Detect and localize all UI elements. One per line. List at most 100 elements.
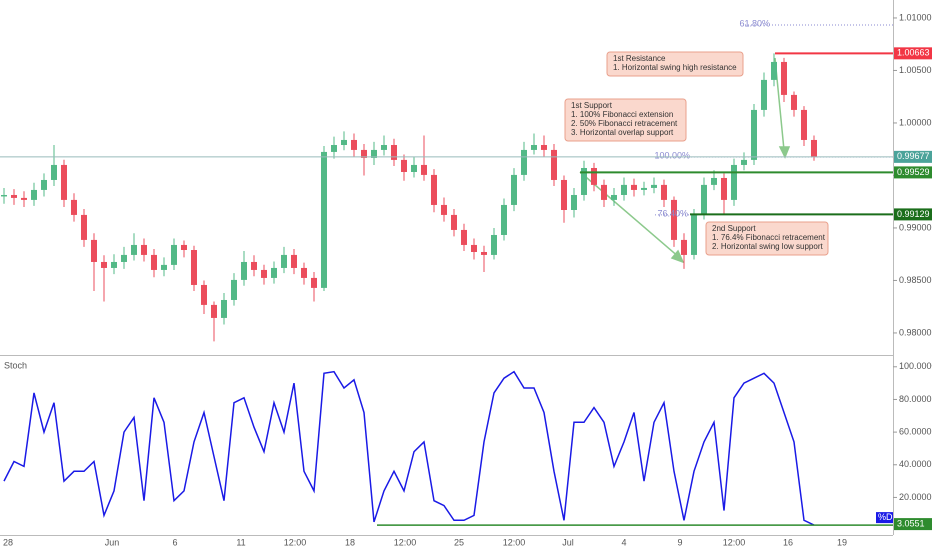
y-tick-label: 0.99000 [899,222,932,232]
candle-body [21,197,27,200]
candle-body [331,145,337,152]
y-tick-label: 40.0000 [899,459,932,469]
annotation-text: 3. Horizontal overlap support [571,128,674,137]
candle-body [461,229,467,245]
y-tick-label: 100.0000 [899,361,932,371]
candle-body [211,304,217,318]
candle-body [371,149,377,158]
candle-body [531,145,537,150]
candle-body [361,149,367,158]
candle-body [171,244,177,265]
candle-body [1,194,7,197]
arrow [579,171,681,259]
candle-body [761,79,767,110]
candle-body [471,244,477,252]
x-tick-label: 25 [454,537,464,547]
candle-body [91,239,97,262]
candle-body [501,204,507,235]
annotation-text: 1. Horizontal swing high resistance [613,63,737,72]
candle-body [791,94,797,110]
candle-body [771,61,777,80]
candle-body [111,261,117,268]
legend-box [876,512,893,524]
candle-body [321,151,327,288]
candle-body [151,254,157,270]
candle-body [181,244,187,251]
y-tick-label: 80.0000 [899,394,932,404]
candle-body [671,199,677,240]
candle-body [561,179,567,210]
price-label-box [894,150,932,163]
candle-body [261,269,267,278]
candle-body [641,187,647,190]
x-tick-label: Jun [105,537,120,547]
candle-body [801,109,807,140]
value-label: 3.0551 [897,518,925,528]
annotation-text: 2. Horizontal swing low support [712,242,823,251]
price-label-box [894,166,932,179]
candle-body [431,174,437,205]
y-tick-label: 1.00000 [899,117,932,127]
x-tick-label: 12:00 [723,537,746,547]
candle-body [201,284,207,305]
x-tick-label: 11 [236,537,245,547]
candle-body [811,139,817,157]
price-label: 0.99677 [897,151,930,161]
candle-body [701,184,707,215]
candle-body [341,139,347,146]
x-tick-label: 28 [3,537,13,547]
y-tick-label: 60.0000 [899,426,932,436]
arrow-head [670,249,685,264]
x-tick-label: 12:00 [284,537,307,547]
candle-body [101,261,107,268]
candle-body [611,194,617,200]
annotation-text: 1. 76.4% Fibonacci retracement [712,233,826,242]
arrow-head [778,146,791,159]
candle-body [721,177,727,200]
candle-body [351,139,357,150]
candle-body [301,267,307,278]
candle-body [681,239,687,255]
candle-body [31,189,37,200]
candle-body [621,184,627,195]
price-label: 0.99129 [897,209,930,219]
x-tick-label: 4 [621,537,626,547]
annotation-text: 2nd Support [712,224,756,233]
annotation-text: 1st Support [571,101,613,110]
y-tick-label: 1.01000 [899,12,932,22]
candle-body [651,184,657,188]
candle-body [551,149,557,180]
candle-body [691,214,697,255]
y-tick-label: 1.00500 [899,65,932,75]
fib-label: 100.00% [654,150,690,160]
candle-body [121,254,127,262]
x-tick-label: 12:00 [394,537,417,547]
x-tick-label: 6 [172,537,177,547]
annotation-text: 2. 50% Fibonacci retracement [571,119,678,128]
candle-body [781,61,787,95]
candle-body [291,254,297,268]
candle-body [661,184,667,200]
price-label-box [894,47,932,60]
pane-title: Stoch [4,360,27,370]
candle-body [481,251,487,255]
candle-body [71,199,77,215]
annotation-box [606,51,744,77]
candle-body [711,177,717,185]
price-label: 1.00663 [897,48,930,58]
x-tick-label: 12:00 [503,537,526,547]
y-tick-label: 20.0000 [899,492,932,502]
candle-body [11,194,17,198]
price-label-box [894,208,932,221]
x-tick-label: 16 [783,537,793,547]
candle-body [61,164,67,200]
x-tick-label: 19 [837,537,847,547]
candle-body [731,164,737,200]
annotation-box [564,98,687,142]
candle-body [311,277,317,288]
x-tick-label: Jul [562,537,574,547]
candle-body [381,145,387,150]
candle-body [131,244,137,255]
candle-body [401,159,407,172]
